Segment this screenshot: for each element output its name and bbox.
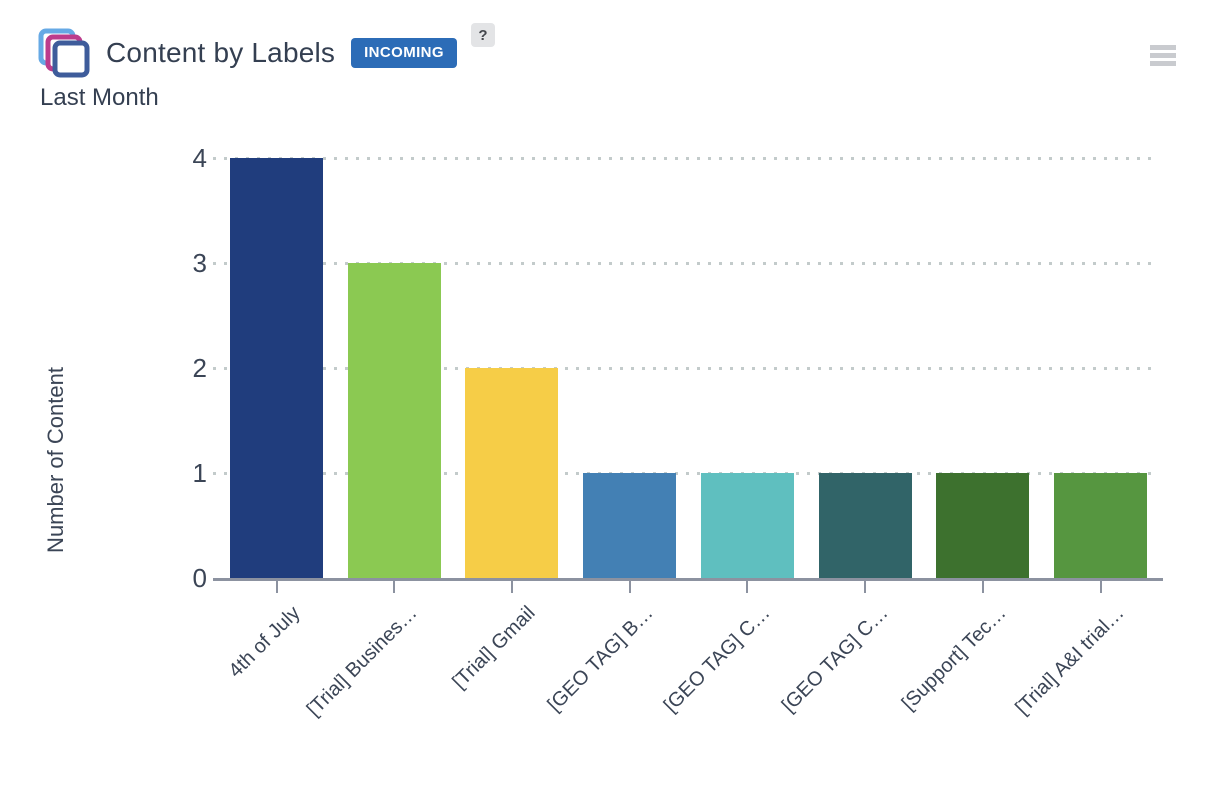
y-tick-label: 2 bbox=[192, 353, 207, 383]
x-tick bbox=[275, 581, 278, 593]
hamburger-menu-icon[interactable] bbox=[1150, 45, 1176, 69]
y-tick-label: 0 bbox=[192, 563, 207, 593]
y-axis-title: Number of Content bbox=[43, 367, 68, 553]
gridline-1 bbox=[213, 472, 1155, 475]
gadget-header: Content by Labels INCOMING ? bbox=[38, 23, 495, 78]
gridline-2 bbox=[213, 367, 1155, 370]
bar-2[interactable] bbox=[347, 263, 441, 578]
incoming-status-badge: INCOMING bbox=[351, 38, 457, 68]
x-tick bbox=[393, 581, 396, 593]
bar-6[interactable] bbox=[818, 473, 912, 578]
gridline-4 bbox=[213, 157, 1155, 160]
bar-5[interactable] bbox=[700, 473, 794, 578]
chart-subtitle: Last Month bbox=[40, 84, 159, 111]
bar-3[interactable] bbox=[465, 368, 559, 578]
help-button[interactable]: ? bbox=[470, 23, 495, 47]
x-tick bbox=[628, 581, 631, 593]
gridline-3 bbox=[213, 262, 1155, 265]
x-tick bbox=[746, 581, 749, 593]
x-tick bbox=[981, 581, 984, 593]
bar-chart: Number of Content 0 1 2 3 4 4th of July [Trial… bbox=[0, 130, 1216, 798]
stacked-content-pages-icon bbox=[38, 28, 90, 78]
y-tick-label: 4 bbox=[192, 143, 207, 173]
x-tick bbox=[510, 581, 513, 593]
bar-4[interactable] bbox=[583, 473, 677, 578]
page-title: Content by Labels bbox=[106, 37, 336, 68]
y-tick-label: 1 bbox=[192, 458, 207, 488]
y-tick-label: 3 bbox=[192, 248, 207, 278]
x-tick bbox=[864, 581, 867, 593]
x-tick bbox=[1099, 581, 1102, 593]
x-axis-line bbox=[213, 578, 1163, 581]
bar-8[interactable] bbox=[1054, 473, 1147, 578]
bar-1[interactable] bbox=[230, 158, 323, 578]
bar-7[interactable] bbox=[936, 473, 1030, 578]
